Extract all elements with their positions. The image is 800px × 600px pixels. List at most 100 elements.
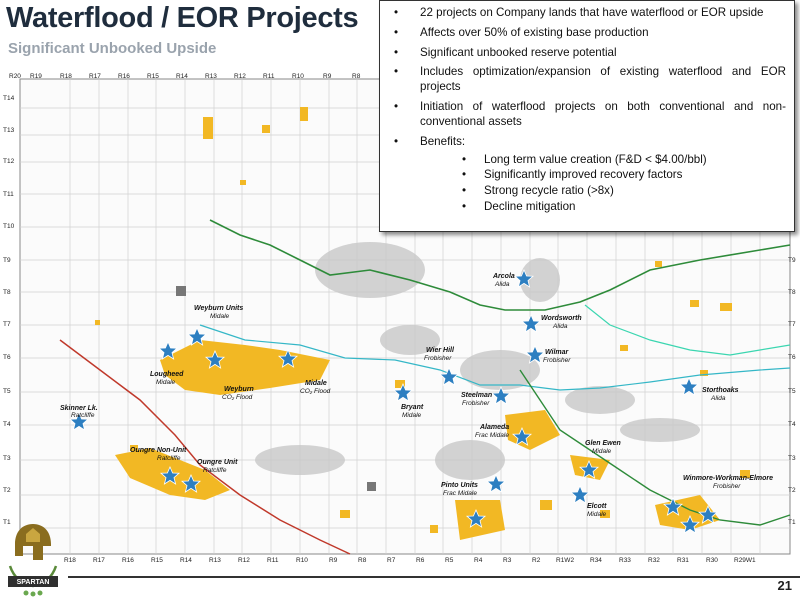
benefits-heading: Benefits: [420, 134, 466, 148]
project-formation: Alida [710, 395, 726, 402]
township-label: T8 [788, 289, 796, 296]
red-river [59, 339, 351, 555]
range-label: R17 [89, 73, 101, 80]
range-label: R8 [352, 73, 361, 80]
range-label: R30 [706, 557, 718, 564]
benefit-item: Decline mitigation [420, 200, 786, 215]
township-label: T9 [3, 257, 11, 264]
township-label: T5 [788, 388, 796, 395]
township-label: T4 [788, 421, 796, 428]
project-formation: Alida [552, 323, 568, 330]
project-formation: Midale [156, 379, 176, 386]
range-label: R15 [147, 73, 159, 80]
project-formation: Alida [494, 281, 510, 288]
township-label: T3 [3, 455, 11, 462]
range-label: R5 [445, 557, 454, 564]
bullet-item: Affects over 50% of existing base produc… [388, 26, 786, 41]
range-label: R6 [416, 557, 425, 564]
benefit-item: Strong recycle ratio (>8x) [420, 184, 786, 199]
range-label: R18 [64, 557, 76, 564]
teal-river [584, 304, 791, 356]
township-label: T2 [3, 487, 11, 494]
project-name: Bryant [401, 404, 424, 411]
township-label: T14 [3, 95, 15, 102]
project-name: Winmore-Workman-Elmore [683, 475, 773, 482]
project-name: Wilmar [545, 349, 570, 356]
range-label: R1W2 [556, 557, 574, 564]
benefit-item: Significantly improved recovery factors [420, 168, 786, 183]
bullet-item: Includes optimization/expansion of exist… [388, 65, 786, 95]
project-formation: Frobisher [424, 355, 452, 362]
project-name: Weyburn [224, 386, 254, 393]
page-title: Waterflood / EOR Projects [6, 2, 359, 34]
project-name: Alameda [479, 424, 509, 431]
township-label: T13 [3, 127, 15, 134]
range-label: R9 [329, 557, 338, 564]
range-label: R15 [151, 557, 163, 564]
township-label: T1 [788, 519, 796, 526]
township-label: T10 [3, 223, 15, 230]
range-labels-bottom: R18 R17 R16 R15 R14 R13 R12 R11 R10 R9 R… [64, 557, 756, 564]
project-name: Glen Ewen [585, 440, 621, 447]
project-formation: Midale [402, 412, 422, 419]
project-formation: Frobisher [713, 483, 741, 490]
range-label: R12 [238, 557, 250, 564]
bullet-item: 22 projects on Company lands that have w… [388, 6, 786, 21]
township-label: T3 [788, 455, 796, 462]
project-formation: Ratcliffe [71, 412, 95, 419]
township-labels-right: T9 T8 T7 T6 T5 T4 T3 T2 T1 [788, 257, 796, 526]
township-label: T5 [3, 388, 11, 395]
range-label: R7 [387, 557, 396, 564]
project-formation: CO₂ Flood [222, 394, 253, 401]
project-name: Arcola [492, 273, 515, 280]
range-label: R10 [296, 557, 308, 564]
project-formation: Midale [587, 511, 607, 518]
project-name: Midale [305, 380, 327, 387]
township-label: T7 [3, 321, 11, 328]
project-formation: Midale [210, 313, 230, 320]
range-label: R29W1 [734, 557, 756, 564]
township-label: T9 [788, 257, 796, 264]
green-river [209, 219, 791, 311]
range-label: R16 [122, 557, 134, 564]
project-formation: Ratcliffe [157, 455, 181, 462]
range-label: R20 [9, 73, 21, 80]
range-label: R14 [176, 73, 188, 80]
project-name: Weyburn Units [194, 305, 243, 312]
range-label: R34 [590, 557, 602, 564]
marker-square-2 [367, 482, 376, 491]
bullet-item: Initiation of waterflood projects on bot… [388, 100, 786, 130]
project-formation: Ratcliffe [203, 467, 227, 474]
range-labels-top: R20 R19 R18 R17 R16 R15 R14 R13 R12 R11 … [9, 73, 361, 80]
range-label: R2 [532, 557, 541, 564]
project-labels: Arcola Alida Weyburn Units Midale Wordsw… [60, 273, 773, 518]
township-label: T6 [788, 354, 796, 361]
township-label: T7 [788, 321, 796, 328]
page-number: 21 [777, 578, 792, 593]
township-label: T8 [3, 289, 11, 296]
benefits-list: Long term value creation (F&D < $4.00/bb… [420, 153, 786, 215]
range-label: R16 [118, 73, 130, 80]
project-name: Elcott [587, 503, 607, 510]
range-label: R8 [358, 557, 367, 564]
project-formation: Frac Midale [475, 432, 509, 439]
project-name: Oungre Unit [197, 459, 238, 466]
bullet-item-benefits: Benefits: Long term value creation (F&D … [388, 135, 786, 215]
project-formation: CO₂ Flood [300, 388, 331, 395]
project-formation: Midale [592, 448, 612, 455]
range-label: R4 [474, 557, 483, 564]
range-label: R33 [619, 557, 631, 564]
cyan-river [199, 324, 791, 391]
project-name: Steelman [461, 392, 492, 399]
range-label: R32 [648, 557, 660, 564]
project-name: Pinto Units [441, 482, 478, 489]
project-formation: Frobisher [462, 400, 490, 407]
marker-square-1 [176, 286, 186, 296]
range-label: R3 [503, 557, 512, 564]
township-label: T2 [788, 487, 796, 494]
range-label: R13 [205, 73, 217, 80]
range-label: R9 [323, 73, 332, 80]
range-label: R11 [263, 73, 275, 80]
range-label: R19 [30, 73, 42, 80]
project-name: Skinner Lk. [60, 405, 98, 412]
